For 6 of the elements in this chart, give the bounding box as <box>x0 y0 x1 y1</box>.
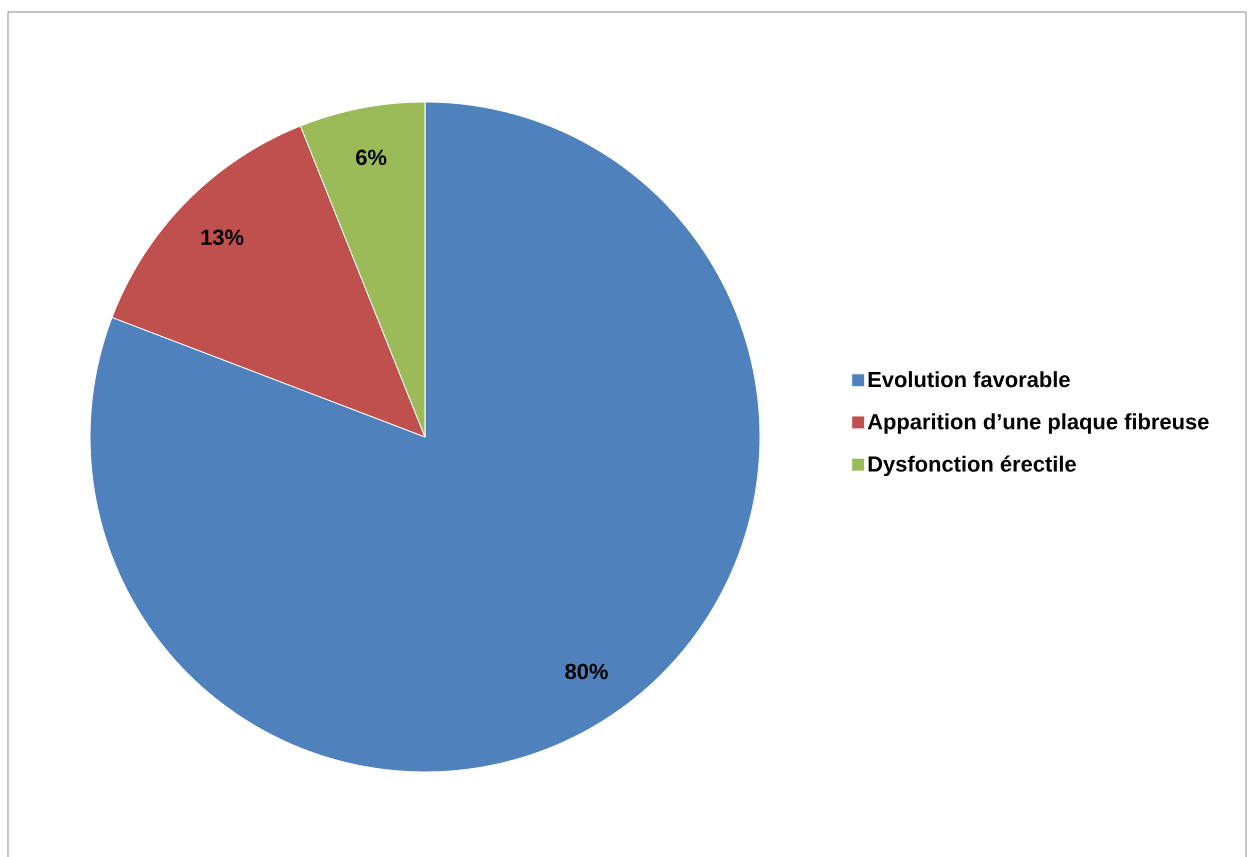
legend-label: Dysfonction érectile <box>868 455 1076 477</box>
data-label: 80% <box>565 663 608 680</box>
legend-label: Apparition d’une plaque fibreuse <box>867 413 1209 434</box>
data-label: 13% <box>201 229 244 246</box>
data-label: 6% <box>356 149 387 166</box>
legend-label: Evolution favorable <box>868 371 1070 388</box>
